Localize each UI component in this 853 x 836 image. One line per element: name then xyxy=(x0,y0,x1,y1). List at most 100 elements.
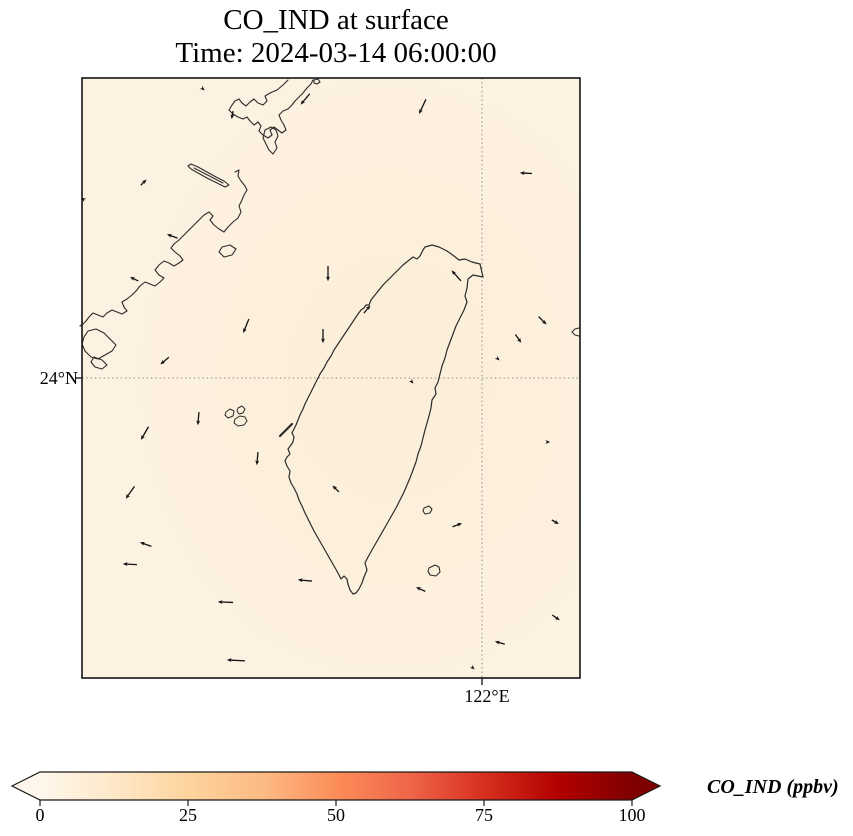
coastline-coastal-island-tail xyxy=(262,126,279,155)
coastline-green-island xyxy=(422,505,433,515)
wind-arrow-15 xyxy=(514,334,522,343)
wind-arrow-head xyxy=(554,615,560,621)
wind-arrow-14 xyxy=(538,316,547,325)
wind-arrow-34 xyxy=(226,658,246,663)
wind-arrow-31 xyxy=(545,440,551,444)
wind-arrow-shaft xyxy=(169,234,178,239)
wind-arrow-9 xyxy=(326,266,330,282)
colorbar-axis-label: CO_IND (ppbv) xyxy=(707,776,839,798)
wind-arrow-shaft xyxy=(256,451,259,463)
wind-arrow-shaft xyxy=(162,356,170,363)
coastline-jinmen-island xyxy=(218,244,237,258)
wind-arrow-shaft xyxy=(538,316,545,323)
wind-arrow-shaft xyxy=(453,272,462,282)
wind-arrow-shaft xyxy=(197,411,200,423)
wind-arrow-8 xyxy=(130,277,139,282)
wind-arrow-head xyxy=(243,327,247,334)
wind-arrow-shaft xyxy=(142,542,152,548)
coastline-fujian-main-coast xyxy=(79,169,248,327)
wind-arrow-7 xyxy=(166,234,178,239)
wind-arrow-shaft xyxy=(452,523,460,528)
wind-arrow-28 xyxy=(297,578,313,583)
wind-arrow-shaft xyxy=(140,181,145,186)
wind-arrow-shaft xyxy=(229,659,246,662)
wind-arrow-shaft xyxy=(418,587,426,592)
wind-arrow-21 xyxy=(255,451,260,466)
co-field-tint xyxy=(82,78,580,678)
wind-arrow-head xyxy=(125,493,131,499)
wind-arrow-shaft xyxy=(141,426,150,438)
map-plot xyxy=(75,77,581,685)
wind-arrow-32 xyxy=(551,614,560,621)
wind-arrow-head xyxy=(141,179,147,185)
wind-arrow-head xyxy=(545,440,551,444)
wind-arrow-22 xyxy=(332,485,340,493)
plot-subtitle-time: Time: 2024-03-14 06:00:00 xyxy=(175,37,497,69)
wind-arrow-1 xyxy=(300,93,311,105)
wind-arrow-12 xyxy=(243,318,250,334)
wind-arrow-shaft xyxy=(497,641,505,645)
wind-arrow-head xyxy=(122,562,128,567)
wind-arrow-head xyxy=(139,542,146,546)
wind-arrow-head xyxy=(321,338,325,344)
wind-arrow-23 xyxy=(125,485,135,499)
wind-arrow-head xyxy=(140,434,146,440)
coastline-orchid-island xyxy=(427,564,441,577)
wind-arrow-shaft xyxy=(419,99,427,112)
wind-arrow-33 xyxy=(494,640,505,645)
wind-arrow-head xyxy=(553,519,559,525)
wind-arrow-35 xyxy=(469,664,475,670)
wind-arrow-head xyxy=(519,171,525,176)
colorbar-tick-label-50: 50 xyxy=(327,805,345,825)
coastline-penghu-islet-2 xyxy=(236,405,246,415)
wind-arrow-shaft xyxy=(363,307,369,314)
wind-arrow-27 xyxy=(551,519,559,525)
wind-arrow-shaft xyxy=(514,334,520,341)
coastline-taiwan-main-island xyxy=(284,244,484,595)
y-axis-tick-label-24n: 24°N xyxy=(39,368,78,388)
wind-arrow-13 xyxy=(321,329,325,344)
coastline-fujian-coast-north-cluster xyxy=(228,79,314,139)
wind-arrow-head xyxy=(516,337,522,343)
colorbar-tick-label-0: 0 xyxy=(36,805,45,825)
wind-arrow-20 xyxy=(140,426,150,440)
coastline-penghu-islet-3 xyxy=(233,415,248,427)
wind-arrow-2 xyxy=(230,110,235,120)
wind-arrow-shaft xyxy=(231,110,234,117)
wind-arrow-head xyxy=(226,658,232,663)
wind-arrow-19 xyxy=(196,411,201,426)
wind-arrow-head xyxy=(255,460,260,466)
wind-arrow-head xyxy=(217,600,223,605)
wind-arrow-shaft xyxy=(551,519,557,524)
wind-arrow-head xyxy=(469,664,475,670)
wind-arrow-head xyxy=(326,276,330,282)
wind-arrow-11 xyxy=(363,305,371,314)
wind-arrow-shaft xyxy=(302,93,311,103)
wind-arrow-head xyxy=(365,305,371,311)
wind-arrow-30 xyxy=(217,600,234,605)
coastline-pingtan-inner-line xyxy=(193,167,224,184)
wind-arrow-head xyxy=(230,114,235,120)
wind-arrow-5 xyxy=(140,179,147,186)
wind-arrow-shaft xyxy=(300,579,313,582)
wind-arrow-head xyxy=(300,99,306,105)
wind-arrow-head xyxy=(160,359,166,365)
plot-border xyxy=(81,77,581,679)
colorbar-gradient-bar xyxy=(10,771,662,801)
coastline-tiny-island-top xyxy=(313,78,321,85)
coastline-right-edge-island-fragment xyxy=(571,327,580,337)
wind-arrow-head xyxy=(456,523,463,527)
coastline-pingtan-island xyxy=(187,163,230,188)
wind-arrow-29 xyxy=(416,587,426,592)
wind-arrow-head xyxy=(130,277,136,281)
wind-arrow-25 xyxy=(139,542,152,548)
wind-arrow-24 xyxy=(452,523,463,528)
wind-arrow-4 xyxy=(519,171,533,176)
colorbar-tick-label-25: 25 xyxy=(179,805,197,825)
wind-arrow-10 xyxy=(451,270,462,282)
colorbar: 0 25 50 75 100 CO_IND (ppbv) xyxy=(10,771,839,825)
wind-arrow-head xyxy=(196,420,201,426)
wind-arrow-head xyxy=(416,587,422,591)
wind-arrow-0 xyxy=(199,85,205,91)
